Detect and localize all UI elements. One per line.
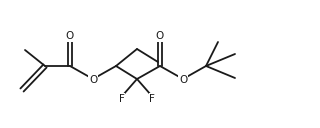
Text: O: O — [179, 75, 187, 85]
Text: O: O — [156, 31, 164, 41]
Text: O: O — [89, 75, 97, 85]
Text: F: F — [119, 94, 125, 104]
Text: F: F — [149, 94, 155, 104]
Text: O: O — [66, 31, 74, 41]
